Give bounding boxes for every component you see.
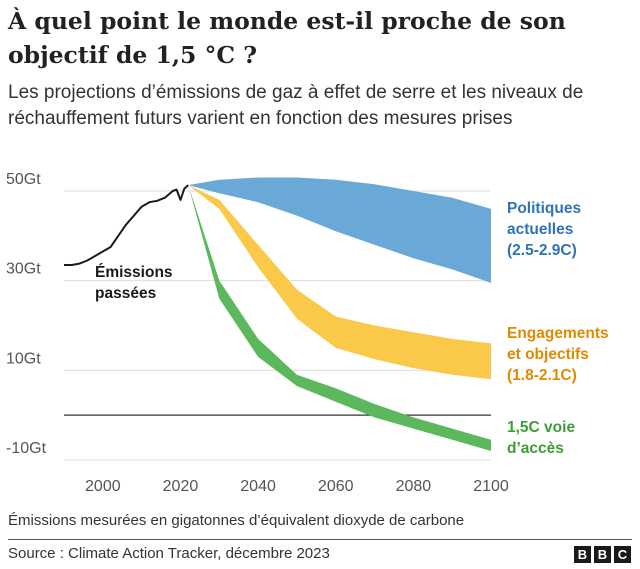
x-tick-label: 2100 [473,478,509,495]
units-note: Émissions mesurées en gigatonnes d’équiv… [8,512,465,529]
y-tick-label: 10Gt [6,350,41,367]
pathway-label: 1,5C voie d’accès [507,419,575,457]
pledges-band [188,185,491,380]
past-emissions-label: Émissions passées [95,264,173,302]
x-tick-label: 2000 [85,478,121,495]
y-tick-label: -10Gt [6,440,47,457]
x-tick-label: 2080 [396,478,432,495]
emissions-chart: 50Gt 30Gt 10Gt -10Gt 2000 2020 2040 2060 2080 210… [6,171,609,495]
logo-letter: B [594,546,611,563]
source-note: Source : Climate Action Tracker, décembr… [8,545,330,562]
x-tick-label: 2020 [163,478,199,495]
logo-letter: B [574,546,591,563]
logo-letter: C [614,546,631,563]
footer-divider [8,539,632,540]
chart-title: À quel point le monde est-il proche de s… [8,7,566,69]
chart-subtitle: Les projections d’émissions de gaz à eff… [8,82,584,129]
past-emissions-line [64,184,189,266]
x-tick-label: 2040 [240,478,276,495]
y-tick-label: 30Gt [6,261,41,278]
policies-band [188,177,491,283]
bbc-logo: B B C [574,546,631,563]
policies-label: Politiques actuelles (2.5-2.9C) [507,200,581,259]
pledges-label: Engagements et objectifs (1.8-2.1C) [507,325,609,384]
y-tick-label: 50Gt [6,171,41,188]
x-tick-label: 2060 [318,478,354,495]
pathway-band [188,185,491,451]
